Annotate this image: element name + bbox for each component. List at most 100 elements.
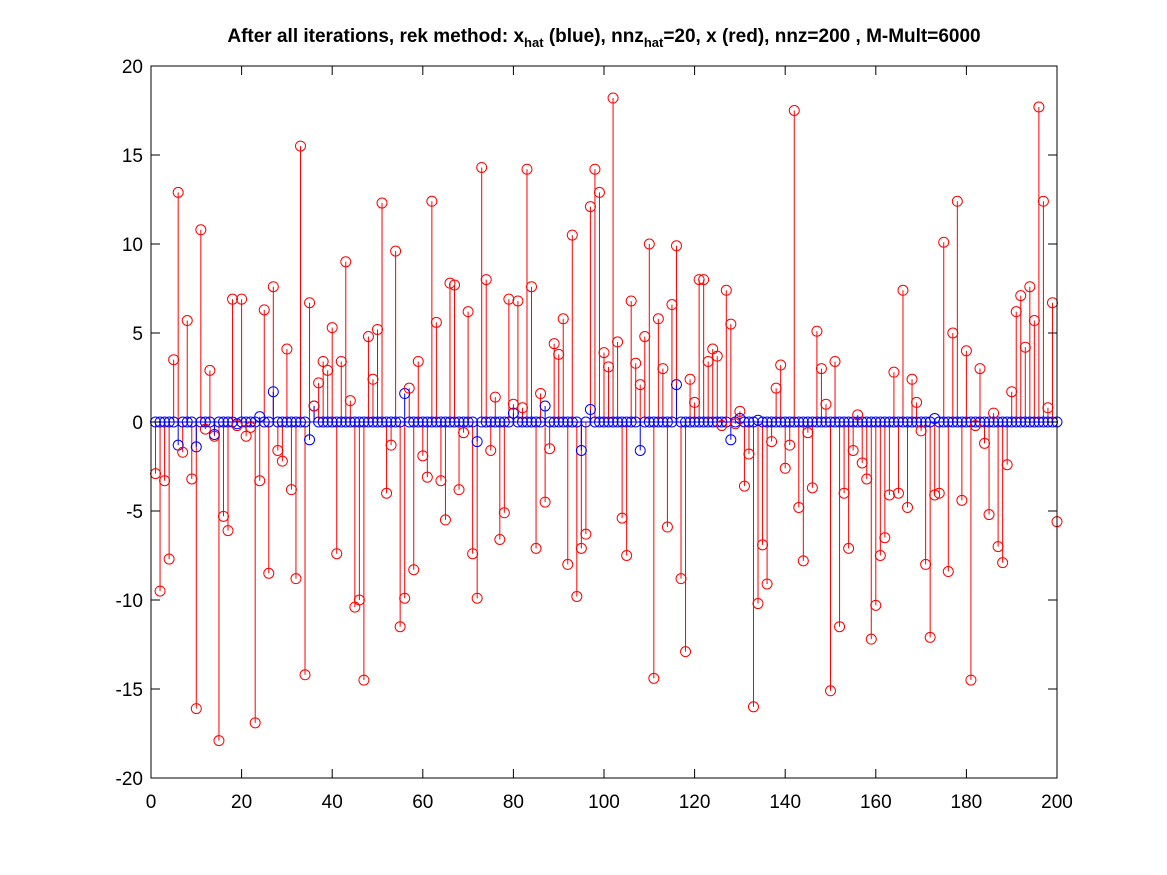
x-marker — [811, 325, 823, 337]
x-marker — [358, 674, 370, 686]
x-marker — [616, 512, 628, 524]
x-hat-marker — [969, 416, 981, 428]
x-hat-marker — [584, 404, 596, 416]
x-marker — [163, 553, 175, 565]
x-marker — [892, 487, 904, 499]
x-hat-marker — [933, 416, 945, 428]
x-marker — [747, 701, 759, 713]
y-tick-label: -5 — [126, 502, 143, 523]
x-marker — [276, 455, 288, 467]
x-hat-marker — [367, 416, 379, 428]
x-marker — [648, 672, 660, 684]
x-hat-marker — [494, 416, 506, 428]
x-marker — [825, 685, 836, 697]
x-marker — [643, 238, 655, 250]
x-marker — [607, 92, 619, 104]
x-marker — [652, 313, 664, 325]
x-marker — [933, 487, 945, 499]
x-marker — [186, 473, 198, 485]
x-hat-marker — [716, 416, 728, 428]
x-hat-marker — [625, 416, 637, 428]
x-hat-marker — [997, 416, 1009, 428]
x-hat-marker — [548, 416, 560, 428]
x-hat-marker — [684, 416, 696, 428]
x-hat-marker — [376, 416, 388, 428]
x-marker — [874, 550, 886, 561]
x-marker — [680, 646, 692, 658]
x-hat-marker — [1019, 416, 1031, 428]
x-hat-marker — [788, 416, 800, 428]
x-marker — [670, 240, 682, 252]
x-marker — [326, 322, 338, 334]
x-marker — [421, 471, 433, 483]
x-marker — [281, 343, 293, 355]
x-hat-marker — [539, 400, 551, 412]
x-hat-marker — [526, 416, 538, 428]
x-marker — [471, 592, 483, 604]
x-marker — [263, 567, 275, 579]
x-hat-marker — [906, 416, 918, 428]
x-marker — [929, 489, 941, 501]
x-hat-marker — [670, 379, 682, 391]
x-marker — [915, 425, 927, 437]
x-marker — [453, 484, 465, 496]
x-markers — [150, 92, 1063, 747]
x-marker — [385, 439, 397, 451]
x-hat-marker — [988, 416, 1000, 428]
x-hat-marker — [661, 416, 673, 428]
x-marker — [394, 621, 406, 633]
x-hat-marker — [802, 416, 814, 428]
x-marker — [566, 229, 578, 241]
x-tick-label: 20 — [231, 792, 252, 813]
x-hat-marker — [915, 416, 927, 428]
x-hat-marker — [639, 416, 651, 428]
x-marker — [856, 457, 868, 469]
x-hat-marker — [779, 416, 791, 428]
x-marker — [381, 487, 393, 499]
x-marker — [331, 548, 343, 560]
x-marker — [521, 163, 533, 175]
title-subscript-1: hat — [524, 35, 544, 50]
x-marker — [362, 331, 374, 343]
y-tick-label: -10 — [116, 591, 143, 612]
x-hat-marker — [820, 416, 832, 428]
x-marker — [666, 299, 678, 311]
x-marker — [489, 391, 501, 403]
x-hat-marker — [381, 416, 393, 428]
x-marker — [625, 295, 637, 307]
x-hat-marker — [956, 416, 968, 428]
x-hat-marker — [743, 416, 755, 428]
x-tick-label: 160 — [860, 792, 892, 813]
x-hat-marker — [326, 416, 338, 428]
x-hat-marker — [603, 416, 615, 428]
x-marker — [806, 482, 818, 494]
y-tick-label: 10 — [122, 235, 143, 256]
x-hat-marker — [752, 414, 764, 426]
x-hat-marker — [1033, 416, 1045, 428]
x-marker — [897, 284, 909, 296]
x-marker — [852, 409, 864, 421]
x-marker — [1037, 195, 1049, 207]
x-hat-marker — [766, 416, 778, 428]
y-tick-label: 15 — [122, 146, 143, 167]
x-marker — [1033, 101, 1045, 113]
y-tick-label: 20 — [122, 57, 143, 78]
x-marker — [661, 521, 673, 533]
x-marker — [1006, 386, 1018, 398]
x-marker — [449, 279, 461, 291]
x-marker — [720, 284, 732, 296]
x-marker — [557, 313, 569, 325]
x-marker — [267, 281, 279, 293]
x-marker — [992, 541, 1004, 553]
x-marker — [399, 592, 411, 604]
x-hat-marker — [992, 416, 1004, 428]
x-marker — [951, 195, 963, 207]
x-marker — [372, 323, 383, 335]
x-hat-marker — [426, 416, 438, 428]
x-marker — [426, 195, 438, 207]
x-marker — [725, 318, 737, 330]
x-hat-marker — [1024, 416, 1036, 428]
x-marker — [571, 590, 583, 602]
chart-title: After all iterations, rek method: xhat (… — [151, 26, 1057, 50]
x-hat-marks — [150, 379, 1063, 456]
